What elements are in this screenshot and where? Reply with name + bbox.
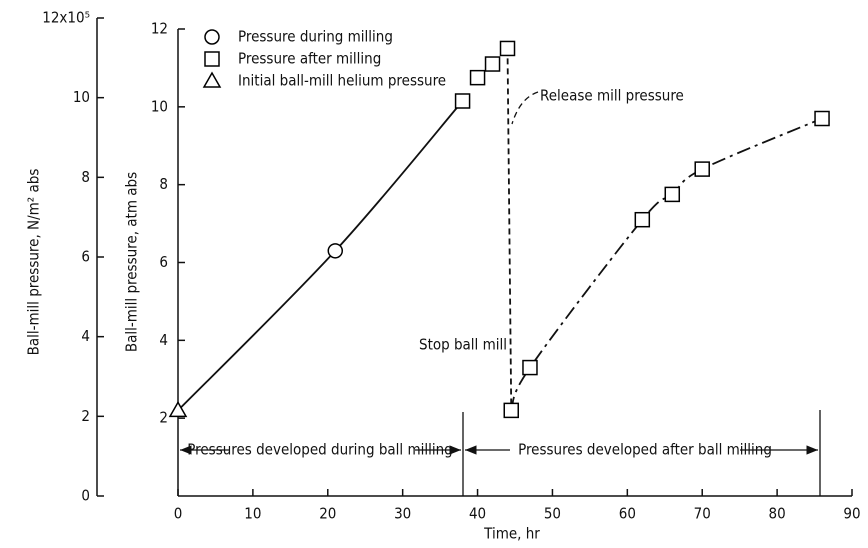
y-tick-label: 2 bbox=[159, 409, 168, 427]
y2-tick-label: 10 bbox=[73, 88, 90, 106]
annotation: Pressures developed during ball milling bbox=[187, 441, 452, 459]
marker-circle bbox=[327, 243, 344, 259]
legend-marker bbox=[204, 51, 220, 67]
y-axis-label: Ball-mill pressure, atm abs bbox=[123, 172, 141, 352]
legend-marker bbox=[204, 29, 220, 45]
y2-tick-label: 12x10⁵ bbox=[42, 9, 90, 27]
y2-tick-label: 6 bbox=[81, 248, 90, 266]
y-tick-label: 4 bbox=[159, 331, 168, 349]
marker-square bbox=[634, 211, 651, 228]
legend-label: Pressure after milling bbox=[238, 50, 381, 68]
x-tick-label: 70 bbox=[694, 505, 711, 523]
x-tick-label: 50 bbox=[544, 505, 561, 523]
marker-square bbox=[814, 110, 830, 127]
x-tick-label: 20 bbox=[319, 505, 336, 523]
x-axis-label: Time, hr bbox=[483, 525, 540, 543]
x-tick-label: 80 bbox=[769, 505, 786, 523]
x-tick-label: 10 bbox=[244, 505, 261, 523]
marker-square bbox=[499, 40, 516, 57]
legend-label: Pressure during milling bbox=[238, 28, 393, 46]
x-tick-label: 30 bbox=[394, 505, 411, 523]
y2-tick-label: 2 bbox=[81, 407, 90, 425]
legend-label: Initial ball-mill helium pressure bbox=[238, 72, 446, 90]
y2-tick-label: 0 bbox=[81, 487, 90, 505]
y-tick-label: 12 bbox=[151, 20, 168, 38]
y-tick-label: 8 bbox=[159, 175, 168, 193]
marker-square bbox=[469, 69, 486, 86]
marker-square bbox=[454, 93, 471, 109]
marker-square bbox=[664, 186, 681, 203]
curve bbox=[510, 117, 823, 411]
annotation-guides bbox=[180, 91, 821, 496]
annotation: Pressures developed after ball milling bbox=[518, 441, 772, 459]
x-tick-label: 0 bbox=[174, 505, 183, 523]
y2-tick-label: 4 bbox=[81, 327, 90, 345]
annotation: Release mill pressure bbox=[540, 87, 684, 105]
x-tick-label: 60 bbox=[619, 505, 636, 523]
curve bbox=[506, 48, 513, 411]
y2-axis-label: Ball-mill pressure, N/m² abs bbox=[25, 169, 43, 356]
marker-square bbox=[694, 161, 710, 177]
y-tick-label: 10 bbox=[151, 97, 168, 115]
curve bbox=[177, 100, 464, 412]
y2-tick-label: 8 bbox=[81, 168, 90, 186]
x-tick-label: 90 bbox=[843, 505, 860, 523]
y-tick-label: 6 bbox=[159, 253, 168, 271]
x-tick-label: 40 bbox=[469, 505, 486, 523]
annotation: Stop ball mill bbox=[419, 336, 507, 354]
legend-marker bbox=[202, 71, 222, 88]
marker-square bbox=[522, 359, 538, 376]
marker-square bbox=[503, 402, 520, 419]
marker-square bbox=[484, 56, 501, 72]
marker-triangle bbox=[168, 400, 188, 418]
